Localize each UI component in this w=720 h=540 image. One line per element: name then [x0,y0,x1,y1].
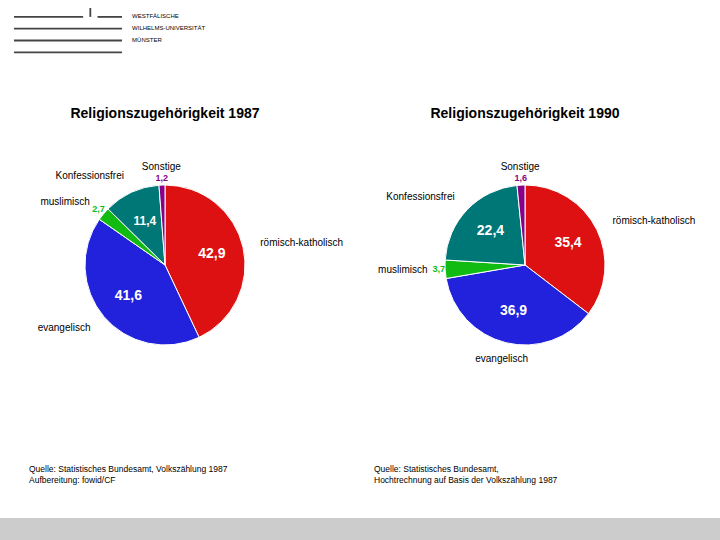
logo-line [14,28,122,30]
chart-title: Religionszugehörigkeit 1990 [430,105,619,121]
category-label: evangelisch [475,353,528,364]
category-label: evangelisch [38,322,91,333]
source-note: Hochtrechnung auf Basis der Volkszählung… [374,475,558,485]
category-label: Sonstige [142,161,181,172]
logo-line [89,8,91,17]
logo: WESTFÄLISCHE WILHELMS-UNIVERSITÄT MÜNSTER [14,8,205,52]
pie-slice [445,185,525,265]
chart-title: Religionszugehörigkeit 1987 [70,105,259,121]
logo-line [14,51,122,53]
data-label: 11,4 [133,214,156,228]
slices [85,185,245,345]
logo-text: WILHELMS-UNIVERSITÄT [132,25,205,31]
slice-labels: 42,9 römisch-katholisch 41,6 evangelisch 2,7… [38,161,343,333]
category-label: Konfessionsfrei [386,191,454,202]
data-label: 1,2 [155,173,168,183]
category-label: Sonstige [501,161,540,172]
slices [445,185,605,345]
logo-line [98,16,122,18]
pie-slice [159,185,165,265]
pie-chart: Religionszugehörigkeit 1987 42,9 römisch-k… [29,105,343,485]
logo-text: MÜNSTER [132,37,162,43]
logo-line [14,16,83,18]
pie-slice [108,185,165,265]
data-label: 3,7 [432,264,445,274]
data-label: 42,9 [198,245,225,261]
data-label: 41,6 [115,287,142,303]
data-label: 22,4 [477,222,504,238]
source-note: Aufbereitung: fowid/CF [29,475,115,485]
data-label: 1,6 [514,173,527,183]
category-label: muslimisch [40,196,89,207]
data-label: 35,4 [554,234,581,250]
pie-slice [446,265,588,345]
category-label: muslimisch [378,264,427,275]
source-note: Quelle: Statistisches Bundesamt, [374,464,499,474]
category-label: Konfessionsfrei [56,170,124,181]
logo-text: WESTFÄLISCHE [132,13,179,19]
data-label: 2,7 [92,204,105,214]
pie-slice [517,185,525,265]
category-label: römisch-katholisch [260,237,343,248]
footer-bar [0,518,720,540]
chart-canvas: WESTFÄLISCHE WILHELMS-UNIVERSITÄT MÜNSTER R… [0,0,720,540]
pie-chart: Religionszugehörigkeit 1990 35,4 römisch-k… [374,105,695,485]
logo-line [14,40,122,42]
data-label: 36,9 [500,302,527,318]
slice-labels: 35,4 römisch-katholisch 36,9 evangelisch 3,7… [378,161,695,364]
source-note: Quelle: Statistisches Bundesamt, Volkszä… [29,464,228,474]
category-label: römisch-katholisch [613,215,696,226]
